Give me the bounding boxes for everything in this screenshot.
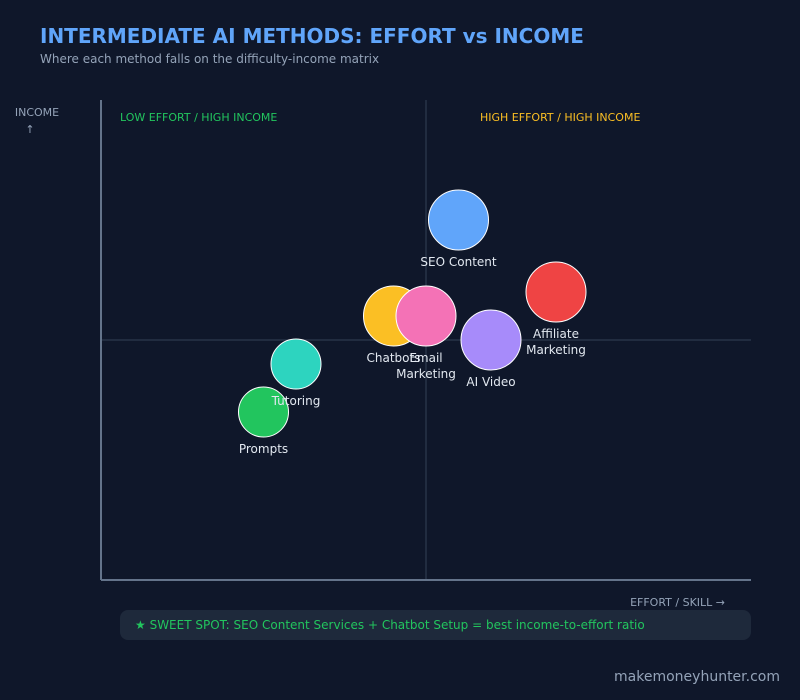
page-subtitle: Where each method falls on the difficult… [40, 52, 380, 66]
point-label-tutoring: Tutoring [271, 394, 321, 408]
point-label-seo-content: SEO Content [420, 255, 496, 269]
sweet-spot-callout: ★ SWEET SPOT: SEO Content Services + Cha… [120, 610, 751, 640]
point-label-ai-video: AI Video [466, 375, 515, 389]
point-label-affiliate-marketing-line-2: Marketing [526, 343, 586, 357]
quadrant-label-low-effort-high-income: LOW EFFORT / HIGH INCOME [120, 111, 277, 124]
y-axis-label: INCOME [15, 106, 59, 119]
x-axis-label: EFFORT / SKILL → [630, 596, 725, 609]
point-affiliate-marketing [525, 261, 587, 323]
point-label-affiliate-marketing-line-1: Affiliate [533, 327, 579, 341]
point-label-chatbots: Chatbots [367, 351, 421, 365]
site-watermark: makemoneyhunter.com [614, 669, 780, 685]
y-axis-arrow: ↑ [25, 123, 34, 136]
point-label-email-marketing-line-1: Email [409, 351, 442, 365]
point-tutoring [270, 338, 322, 390]
point-label-prompts: Prompts [239, 442, 288, 456]
point-email-marketing [395, 285, 457, 347]
point-seo-content [428, 189, 489, 251]
point-ai-video [460, 309, 522, 371]
point-label-email-marketing-line-2: Marketing [396, 367, 456, 381]
quadrant-label-high-effort-high-income: HIGH EFFORT / HIGH INCOME [480, 111, 640, 124]
page-title: INTERMEDIATE AI METHODS: EFFORT vs INCOM… [40, 24, 584, 48]
point-prompts [238, 386, 289, 438]
